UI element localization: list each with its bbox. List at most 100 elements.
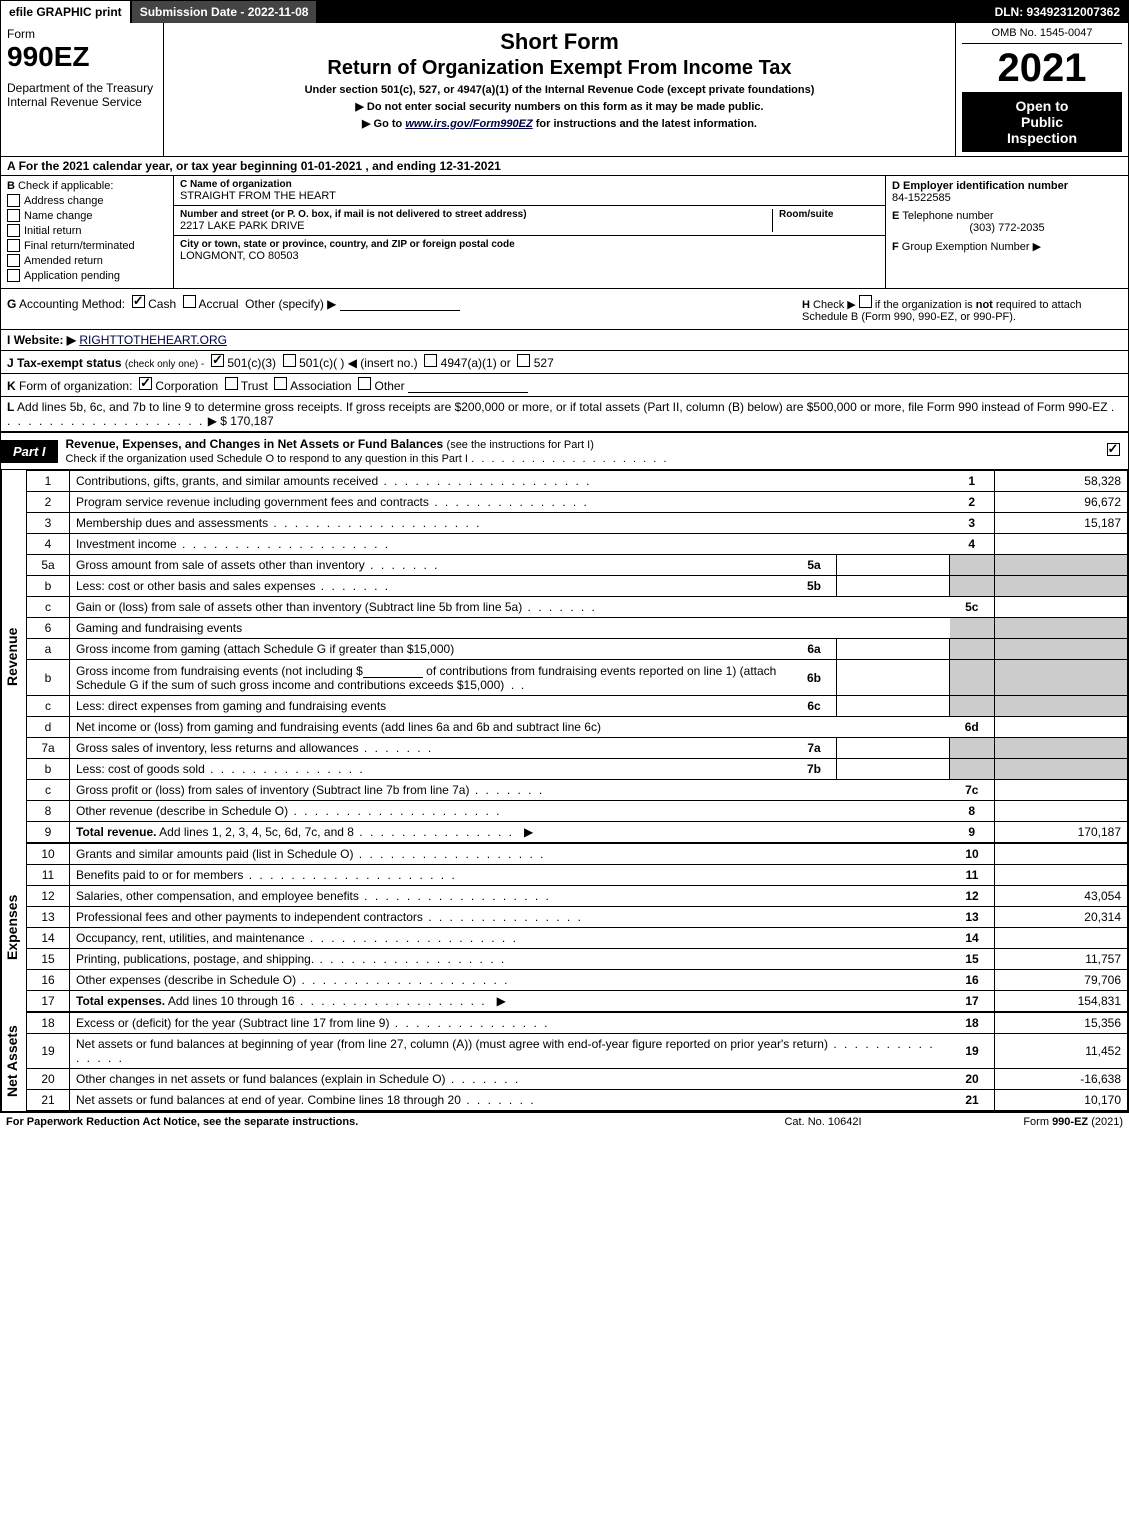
sub-value bbox=[837, 639, 950, 660]
net-assets-table: 18 Excess or (deficit) for the year (Sub… bbox=[26, 1012, 1128, 1111]
dots bbox=[522, 600, 597, 614]
line-num: c bbox=[27, 696, 70, 717]
section-a-label: A bbox=[7, 159, 15, 173]
open-line2: Public bbox=[966, 114, 1118, 130]
line-desc: Gross income from gaming (attach Schedul… bbox=[76, 642, 454, 656]
line-num: 19 bbox=[27, 1034, 70, 1069]
dots bbox=[429, 495, 589, 509]
org-name: STRAIGHT FROM THE HEART bbox=[180, 190, 879, 202]
irs-link[interactable]: www.irs.gov/Form990EZ bbox=[405, 118, 532, 130]
amount-value bbox=[995, 597, 1128, 618]
city-label: City or town, state or province, country… bbox=[180, 239, 879, 250]
line-19: 19 Net assets or fund balances at beginn… bbox=[27, 1034, 1128, 1069]
section-h-label: H bbox=[802, 299, 810, 311]
website-label: Website: ▶ bbox=[14, 333, 76, 347]
amount-value: 170,187 bbox=[995, 822, 1128, 843]
shaded-cell bbox=[950, 660, 995, 696]
amount-value: 96,672 bbox=[995, 492, 1128, 513]
checkbox-527[interactable] bbox=[517, 354, 530, 367]
sub-box: 7a bbox=[792, 738, 837, 759]
line-num: 18 bbox=[27, 1013, 70, 1034]
section-l-text: Add lines 5b, 6c, and 7b to line 9 to de… bbox=[17, 400, 1108, 414]
room-label: Room/suite bbox=[779, 209, 879, 220]
checkbox-schedule-b[interactable] bbox=[859, 295, 872, 308]
addr-label: Number and street (or P. O. box, if mail… bbox=[180, 209, 766, 220]
section-gh: G Accounting Method: Cash Accrual Other … bbox=[1, 289, 1128, 330]
line-1: 1 Contributions, gifts, grants, and simi… bbox=[27, 471, 1128, 492]
box-num: 5c bbox=[950, 597, 995, 618]
part1-title: Revenue, Expenses, and Changes in Net As… bbox=[58, 433, 1098, 469]
checkbox-corporation[interactable] bbox=[139, 377, 152, 390]
line-desc: Add lines 10 through 16 bbox=[165, 994, 294, 1008]
line-desc: Occupancy, rent, utilities, and maintena… bbox=[76, 931, 305, 945]
other-org-input[interactable] bbox=[408, 378, 528, 393]
part1-schedule-o-check[interactable] bbox=[1098, 443, 1128, 459]
line-desc: Net assets or fund balances at end of ye… bbox=[76, 1093, 461, 1107]
check-name-change[interactable]: Name change bbox=[7, 209, 167, 222]
checkbox-cash[interactable] bbox=[132, 295, 145, 308]
checkbox-501c[interactable] bbox=[283, 354, 296, 367]
opt-other: Other bbox=[375, 379, 405, 393]
section-a: A For the 2021 calendar year, or tax yea… bbox=[1, 157, 1128, 176]
check-amended-return[interactable]: Amended return bbox=[7, 254, 167, 267]
box-num: 13 bbox=[950, 907, 995, 928]
checkbox-501c3[interactable] bbox=[211, 354, 224, 367]
ssn-warning: ▶ Do not enter social security numbers o… bbox=[170, 100, 949, 113]
amount-value bbox=[995, 780, 1128, 801]
section-c-label: C bbox=[180, 179, 187, 190]
line-num: c bbox=[27, 597, 70, 618]
checkbox-icon bbox=[1107, 443, 1120, 456]
line-desc-bold: Total revenue. bbox=[76, 825, 156, 839]
section-h-mid: if the organization is bbox=[875, 299, 976, 311]
dots bbox=[359, 889, 551, 903]
line-11: 11 Benefits paid to or for members 11 bbox=[27, 865, 1128, 886]
check-initial-return[interactable]: Initial return bbox=[7, 224, 167, 237]
dots bbox=[446, 1072, 521, 1086]
section-c: C Name of organization STRAIGHT FROM THE… bbox=[174, 176, 886, 288]
sub-value bbox=[837, 696, 950, 717]
line-num: 17 bbox=[27, 991, 70, 1012]
line-desc: Gaming and fundraising events bbox=[76, 621, 242, 635]
box-num: 11 bbox=[950, 865, 995, 886]
check-final-return[interactable]: Final return/terminated bbox=[7, 239, 167, 252]
arrow-icon: ▶ bbox=[524, 825, 533, 839]
line-21: 21 Net assets or fund balances at end of… bbox=[27, 1090, 1128, 1111]
phone-label: Telephone number bbox=[902, 210, 993, 222]
dots bbox=[177, 537, 390, 551]
line-desc: Add lines 1, 2, 3, 4, 5c, 6d, 7c, and 8 bbox=[156, 825, 353, 839]
line-desc-bold: Total expenses. bbox=[76, 994, 165, 1008]
checkbox-trust[interactable] bbox=[225, 377, 238, 390]
other-specify-input[interactable] bbox=[340, 296, 460, 311]
arrow-icon: ▶ bbox=[497, 994, 506, 1008]
shaded-cell bbox=[995, 738, 1128, 759]
dots bbox=[471, 453, 668, 465]
box-num: 4 bbox=[950, 534, 995, 555]
tax-exempt-label: Tax-exempt status bbox=[17, 356, 121, 370]
checkbox-accrual[interactable] bbox=[183, 295, 196, 308]
box-num: 19 bbox=[950, 1034, 995, 1069]
amount-value: 11,452 bbox=[995, 1034, 1128, 1069]
efile-graphic-print[interactable]: efile GRAPHIC print bbox=[1, 1, 130, 23]
line-10: 10 Grants and similar amounts paid (list… bbox=[27, 844, 1128, 865]
shaded-cell bbox=[995, 696, 1128, 717]
amount-value: 43,054 bbox=[995, 886, 1128, 907]
shaded-cell bbox=[995, 555, 1128, 576]
opt-trust: Trust bbox=[241, 379, 268, 393]
amount-value: 58,328 bbox=[995, 471, 1128, 492]
form-header: Form 990EZ Department of the Treasury In… bbox=[1, 23, 1128, 157]
checkbox-icon bbox=[7, 224, 20, 237]
checkbox-association[interactable] bbox=[274, 377, 287, 390]
check-address-change[interactable]: Address change bbox=[7, 194, 167, 207]
dots bbox=[423, 910, 583, 924]
amount-value: 20,314 bbox=[995, 907, 1128, 928]
line-num: 4 bbox=[27, 534, 70, 555]
check-application-pending[interactable]: Application pending bbox=[7, 269, 167, 282]
checkbox-other-org[interactable] bbox=[358, 377, 371, 390]
section-def: D Employer identification number 84-1522… bbox=[886, 176, 1128, 288]
website-link[interactable]: RIGHTTOTHEHEART.ORG bbox=[79, 333, 227, 347]
line-num: 5a bbox=[27, 555, 70, 576]
omb-number: OMB No. 1545-0047 bbox=[962, 27, 1122, 44]
box-num: 17 bbox=[950, 991, 995, 1012]
shaded-cell bbox=[950, 618, 995, 639]
checkbox-4947[interactable] bbox=[424, 354, 437, 367]
